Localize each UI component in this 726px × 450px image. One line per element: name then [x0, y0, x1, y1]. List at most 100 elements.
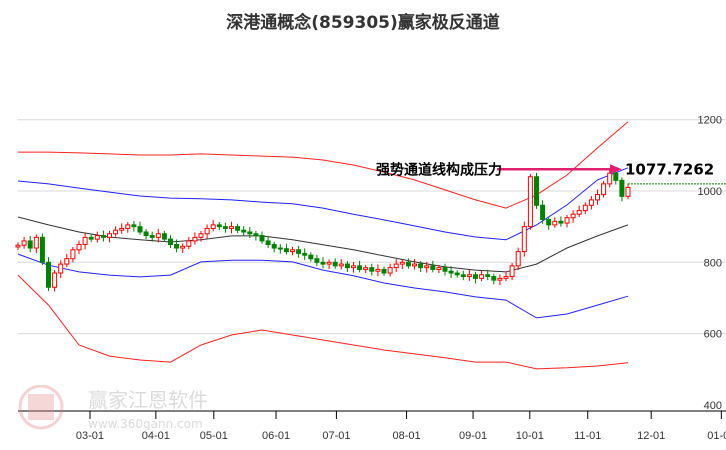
candle-body — [155, 233, 161, 238]
candle — [259, 231, 265, 244]
candle-body — [387, 267, 393, 274]
candle-body — [229, 226, 234, 229]
candle-body — [27, 240, 33, 249]
candle — [570, 210, 576, 223]
candle-body — [625, 186, 631, 197]
candle-body — [405, 261, 411, 267]
candle-body — [607, 172, 613, 185]
candle-body — [271, 243, 277, 249]
candle-body — [546, 219, 552, 226]
candle — [503, 271, 509, 282]
candle-body — [326, 261, 332, 265]
candle — [296, 245, 302, 258]
candle-body — [448, 270, 454, 274]
candle — [271, 241, 277, 253]
candle — [21, 236, 27, 249]
candle-body — [52, 272, 58, 288]
candle-body — [479, 274, 485, 279]
candle — [314, 254, 320, 266]
candle — [253, 230, 259, 241]
x-tick-label: 10-01 — [516, 430, 544, 442]
candle — [277, 244, 283, 254]
candle — [332, 258, 338, 269]
candle-body — [107, 233, 112, 238]
candle-body — [576, 210, 582, 215]
candle — [46, 257, 51, 291]
candle-body — [137, 226, 143, 233]
candle-body — [64, 258, 70, 265]
candle-body — [418, 263, 424, 269]
candle-body — [76, 243, 82, 251]
candle-body — [235, 226, 241, 231]
candle — [546, 216, 552, 230]
candle — [210, 219, 216, 232]
x-tick-label: 01-01 — [707, 430, 726, 442]
y-tick-label: 600 — [704, 329, 722, 341]
x-tick-label: 12-01 — [637, 430, 665, 442]
watermark: 赢家江恩软件 www.360gann.com — [18, 384, 228, 439]
candle — [515, 247, 521, 271]
candle — [235, 223, 241, 234]
candle-body — [174, 243, 180, 249]
candle-body — [436, 267, 442, 270]
candle — [107, 230, 112, 243]
pressure-arrow-head-icon — [610, 164, 622, 175]
candle-body — [222, 226, 228, 229]
candle-body — [375, 268, 381, 272]
candle-body — [430, 265, 436, 270]
candle — [15, 242, 21, 250]
candle-body — [119, 227, 125, 231]
candle — [473, 271, 478, 284]
candle — [393, 259, 399, 272]
candle-body — [515, 251, 521, 267]
x-tick-label: 09-01 — [459, 430, 487, 442]
candle-body — [283, 248, 289, 253]
candle-body — [442, 267, 448, 272]
watermark-logo-icon: 赢家江恩软件 www.360gann.com — [18, 384, 208, 431]
candle-body — [412, 263, 417, 267]
candle-body — [454, 272, 460, 276]
candle — [174, 239, 180, 253]
candle — [149, 231, 155, 242]
candle-body — [521, 226, 527, 253]
candle-body — [564, 217, 570, 224]
candle-body — [100, 235, 106, 238]
candle — [351, 261, 356, 273]
candle — [155, 228, 161, 243]
candle-body — [247, 231, 253, 235]
candle — [454, 270, 460, 278]
candle-body — [113, 229, 119, 235]
candle-body — [582, 204, 588, 212]
candle — [161, 230, 167, 242]
candle — [588, 195, 594, 210]
candle — [534, 172, 539, 209]
candle-body — [588, 199, 594, 206]
candle — [216, 222, 222, 231]
candle — [283, 243, 289, 255]
candle-body — [259, 235, 265, 242]
candle-body — [198, 233, 204, 238]
candle-body — [338, 263, 344, 267]
y-tick-label: 400 — [704, 400, 722, 412]
y-tick-label: 1200 — [698, 115, 722, 127]
candle-body — [344, 263, 350, 269]
candle — [320, 257, 326, 269]
candle — [558, 216, 564, 227]
candle — [442, 263, 448, 276]
candle — [58, 260, 64, 278]
candle — [186, 236, 192, 250]
candle — [137, 221, 143, 235]
candle — [619, 177, 625, 202]
candle-body — [39, 236, 45, 263]
candle — [564, 214, 570, 228]
candle-body — [534, 176, 539, 206]
candle — [369, 263, 375, 276]
candle-body — [393, 263, 399, 269]
candle-body — [540, 204, 546, 221]
candle — [448, 266, 454, 278]
candle — [460, 270, 466, 281]
candle — [27, 235, 33, 253]
candle — [119, 223, 125, 234]
candle-body — [180, 245, 186, 249]
candle — [466, 269, 472, 281]
